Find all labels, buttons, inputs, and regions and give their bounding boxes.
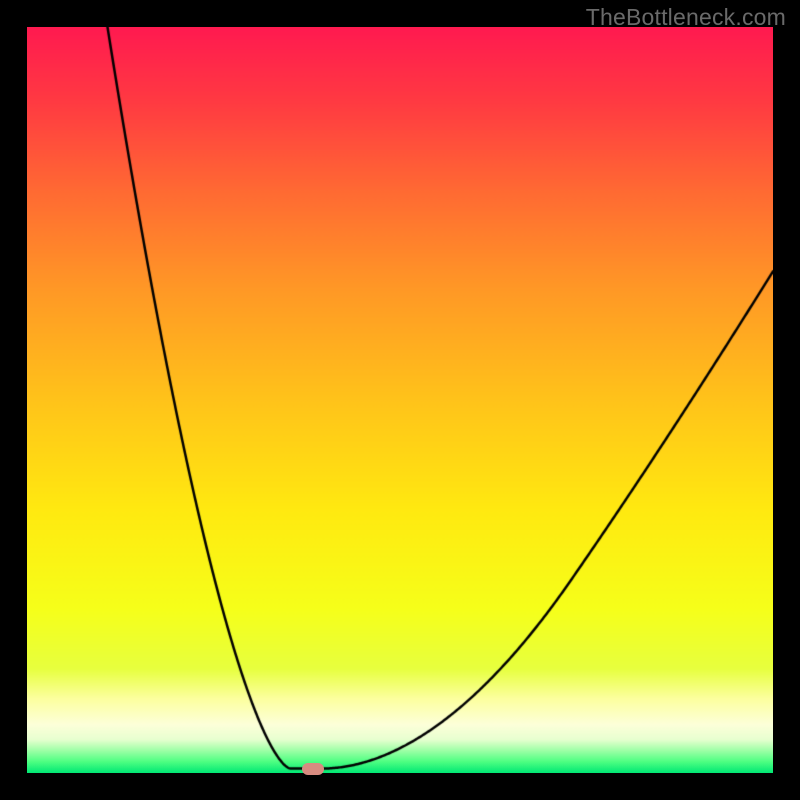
cusp-marker <box>302 763 324 775</box>
chart-root: TheBottleneck.com <box>0 0 800 800</box>
bottleneck-curve <box>27 27 773 773</box>
watermark-text: TheBottleneck.com <box>586 4 786 31</box>
